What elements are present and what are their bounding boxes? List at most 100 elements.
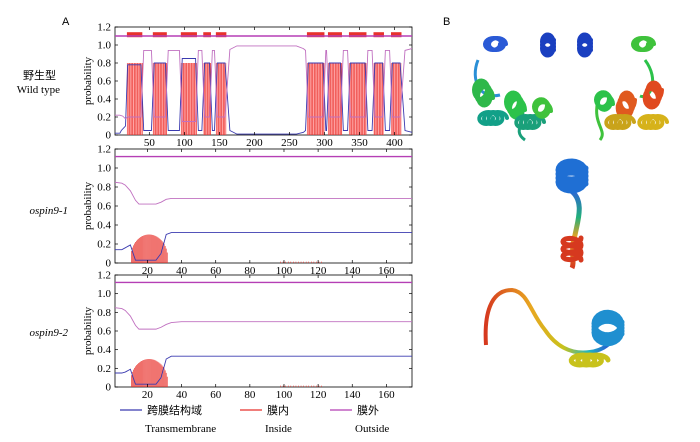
helix-a6 <box>514 113 546 131</box>
row-label-wildtype-en: Wild type <box>17 84 60 96</box>
tm-fill-region <box>390 63 402 135</box>
legend-item-transmembrane: 跨膜结构域 Transmembrane <box>120 403 216 435</box>
helix-ribbon <box>503 90 527 120</box>
helix-d1 <box>591 309 625 347</box>
y-tick-label: 0.4 <box>97 94 111 106</box>
helix-a7 <box>531 97 553 119</box>
panel-a-letter: A <box>62 16 70 28</box>
inside-bar-segment <box>306 32 325 38</box>
helix-ribbon <box>630 35 656 53</box>
y-tick-label: 0.2 <box>97 363 111 375</box>
y-axis-label: probability <box>82 306 94 355</box>
legend-item-inside: 膜内 Inside <box>240 403 292 435</box>
legend-label-cn: 膜内 <box>267 403 289 417</box>
x-tick-label: 20 <box>142 389 154 401</box>
helix-b3 <box>642 80 664 110</box>
x-tick-label: 50 <box>144 137 156 149</box>
helix-ribbon <box>591 309 625 347</box>
series-line-transmembrane <box>115 58 413 135</box>
tm-fill-region <box>215 63 227 135</box>
x-tick-label: 300 <box>316 137 333 149</box>
x-tick-label: 250 <box>281 137 298 149</box>
inside-bar-segment <box>203 32 211 38</box>
helix-ribbon <box>637 113 669 131</box>
helix-ribbon <box>568 352 611 368</box>
panel-b-letter: B <box>443 16 450 28</box>
x-tick-label: 60 <box>210 389 222 401</box>
helix-b6 <box>637 113 669 131</box>
legend-label-en: Outside <box>355 423 389 435</box>
y-tick-label: 1.2 <box>97 22 111 34</box>
x-tick-label: 60 <box>210 265 222 277</box>
series-line-transmembrane <box>115 355 412 385</box>
helix-ribbon <box>576 32 594 58</box>
helix-b4 <box>615 90 637 120</box>
helix-ribbon <box>593 90 615 112</box>
row-label-ospin9-1: ospin9-1 <box>30 205 69 217</box>
legend-label-cn: 膜外 <box>357 404 379 417</box>
inside-bar-segment <box>215 32 227 38</box>
y-tick-label: 0 <box>106 258 112 270</box>
x-tick-label: 140 <box>344 265 361 277</box>
x-tick-label: 160 <box>378 389 395 401</box>
y-tick-label: 1.0 <box>97 288 111 300</box>
helix-b5 <box>604 113 636 131</box>
helix-a2 <box>539 32 557 58</box>
series-line-transmembrane <box>115 232 412 261</box>
y-tick-label: 0.8 <box>97 307 111 319</box>
x-tick-label: 350 <box>351 137 368 149</box>
x-tick-label: 120 <box>310 389 327 401</box>
y-axis-label: probability <box>82 181 94 230</box>
plot-frame <box>114 274 413 388</box>
legend-label-en: Inside <box>265 423 292 435</box>
helix-ribbon <box>615 90 637 120</box>
helix-a1 <box>482 35 508 53</box>
x-tick-label: 100 <box>276 389 293 401</box>
inside-bar-segment <box>327 32 342 38</box>
y-tick-label: 0.6 <box>97 326 111 338</box>
inside-bar-segment <box>180 32 197 38</box>
y-tick-label: 1.2 <box>97 144 111 156</box>
x-tick-label: 140 <box>344 389 361 401</box>
legend-label-cn: 跨膜结构域 <box>147 403 202 417</box>
helix-ribbon <box>477 109 509 127</box>
y-tick-label: 0.6 <box>97 201 111 213</box>
series-line-outside <box>114 181 412 205</box>
y-tick-label: 0.6 <box>97 76 111 88</box>
legend-item-outside: 膜外 Outside <box>330 404 389 435</box>
helix-a4 <box>503 90 527 120</box>
x-tick-label: 400 <box>386 137 403 149</box>
helix-ribbon <box>555 158 589 194</box>
y-tick-label: 0.4 <box>97 220 111 232</box>
x-tick-label: 100 <box>176 137 193 149</box>
helix-b1 <box>576 32 594 58</box>
x-tick-label: 120 <box>310 265 327 277</box>
y-tick-label: 0 <box>106 130 112 142</box>
x-tick-label: 150 <box>211 137 228 149</box>
legend: 跨膜结构域 Transmembrane 膜内 Inside 膜外 Outside <box>120 403 389 435</box>
series-line-outside <box>115 45 413 122</box>
tm-fill-region <box>203 63 211 135</box>
x-tick-label: 40 <box>176 265 188 277</box>
helix-b7 <box>593 90 615 112</box>
helix-d2 <box>568 352 611 368</box>
inside-bar-segment <box>390 32 402 38</box>
x-tick-label: 80 <box>244 389 256 401</box>
helix-ribbon <box>642 80 664 110</box>
inside-bar-segment <box>373 32 384 38</box>
chart-1: 0 0.2 0.4 0.6 0.8 1.0 1.2 50 100 150 200 250 300 350 4… <box>82 22 413 149</box>
helix-c1 <box>555 158 589 194</box>
helix-ribbon <box>514 113 546 131</box>
x-tick-label: 160 <box>378 265 395 277</box>
y-tick-label: 1.0 <box>97 163 111 175</box>
helix-ribbon <box>471 78 495 108</box>
protein-structures <box>471 32 669 368</box>
y-tick-label: 1.2 <box>97 270 111 282</box>
x-tick-label: 20 <box>142 265 154 277</box>
chart-3: 0 0.2 0.4 0.6 0.8 1.0 1.2 20 40 60 80 100 120 140 160 p… <box>82 270 413 401</box>
y-tick-label: 0.8 <box>97 182 111 194</box>
helix-ribbon <box>482 35 508 53</box>
helix-b2 <box>630 35 656 53</box>
y-tick-label: 0.2 <box>97 239 111 251</box>
